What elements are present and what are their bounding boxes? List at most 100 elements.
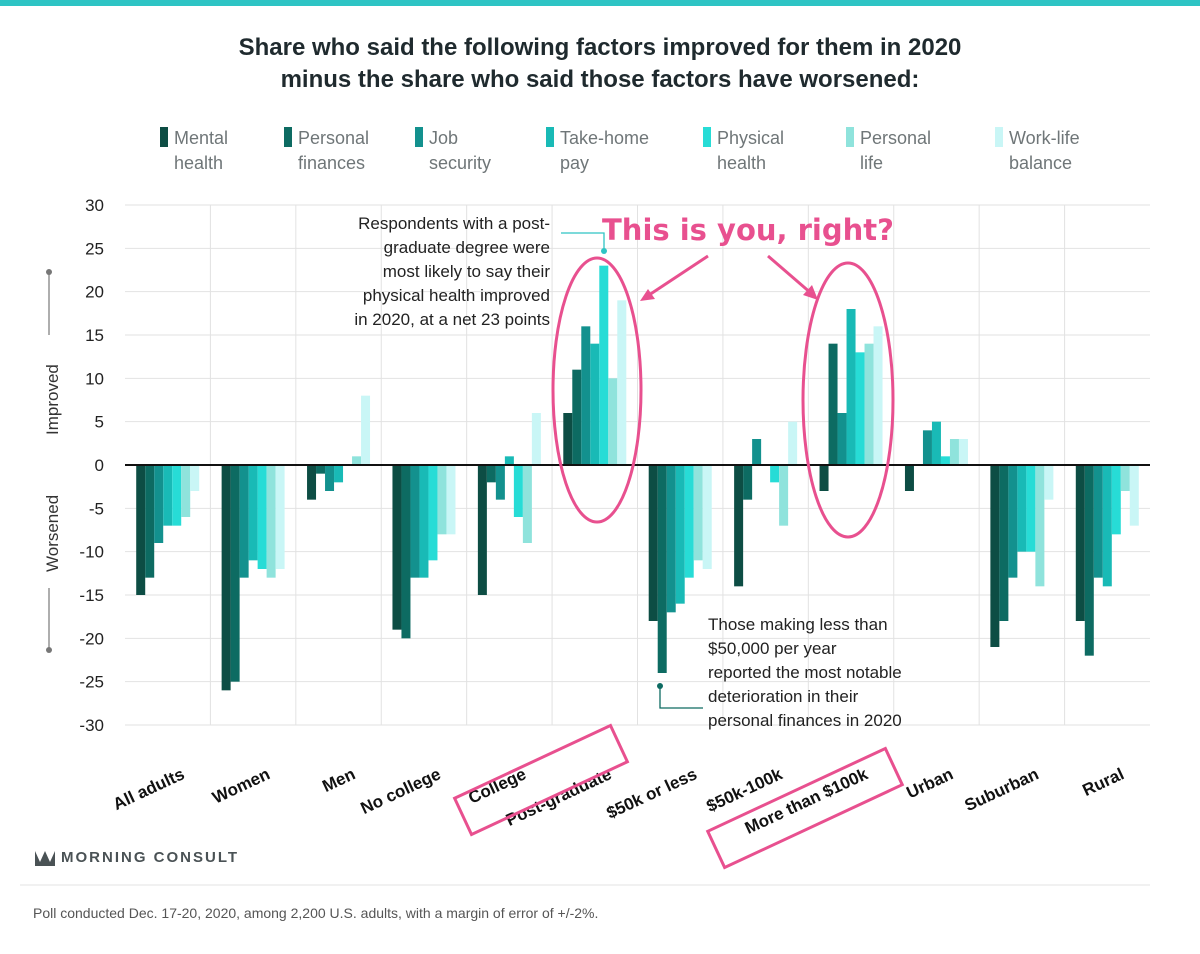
annotation-postgrad: Respondents with a post- graduate degree… [354, 214, 607, 329]
category-label: All adults [110, 764, 187, 814]
bar [1120, 465, 1130, 491]
bars [136, 265, 1139, 691]
bar [855, 352, 865, 465]
bar [693, 465, 703, 561]
bar [752, 439, 762, 465]
bar [316, 465, 326, 474]
legend-label: security [429, 153, 491, 173]
bar [940, 456, 950, 465]
bar [788, 421, 798, 465]
bar [702, 465, 712, 569]
category-label: Rural [1080, 764, 1127, 800]
bar [428, 465, 438, 561]
bar [779, 465, 789, 526]
bar [617, 300, 627, 465]
legend-label: health [174, 153, 223, 173]
bar [257, 465, 267, 569]
legend-label: Work-life [1009, 128, 1080, 148]
bar [819, 465, 829, 491]
legend: Mental health Personal finances Job security T… [160, 127, 1080, 173]
annotation-postgrad-line-2: graduate degree were [384, 238, 550, 257]
legend-label: health [717, 153, 766, 173]
postgrad-label-highlight-box [452, 723, 630, 837]
category-label: College [465, 764, 529, 807]
annotation-postgrad-leader [561, 232, 605, 251]
bar [136, 465, 146, 595]
legend-label: pay [560, 153, 589, 173]
category-labels: All adults Women Men No college CollegePost-… [110, 764, 1127, 838]
bar [531, 413, 541, 465]
category-label: Men [319, 764, 358, 796]
y-tick-label: 0 [95, 456, 104, 475]
bar [239, 465, 249, 578]
legend-swatch [415, 127, 423, 147]
bar [1129, 465, 1139, 526]
bar [190, 465, 200, 491]
y-tick-label: -30 [79, 716, 104, 735]
overlay-arrow-right-shaft [767, 254, 813, 296]
legend-label: Physical [717, 128, 784, 148]
bar [608, 378, 618, 465]
chart-title-line-1: Share who said the following factors imp… [239, 34, 962, 61]
bar [648, 465, 658, 621]
overlay-arrow-right-head [803, 285, 818, 300]
annotation-postgrad-line-5: in 2020, at a net 23 points [354, 310, 550, 329]
bar [1017, 465, 1027, 552]
annotation-low-income-line-3: reported the most notable [708, 663, 902, 682]
y-tick-label: -25 [79, 673, 104, 692]
bar [154, 465, 164, 543]
annotation-low-income-line-2: $50,000 per year [708, 639, 837, 658]
y-tick-label: -5 [89, 499, 104, 518]
legend-label: finances [298, 153, 365, 173]
bar [1035, 465, 1045, 587]
legend-swatch [284, 127, 292, 147]
bar [1111, 465, 1121, 535]
annotation-low-income-line-5: personal finances in 2020 [708, 711, 902, 730]
bar [334, 465, 344, 483]
y-tick-label: 20 [85, 283, 104, 302]
bar [352, 456, 362, 465]
bar [248, 465, 258, 561]
annotation-low-income-leader [659, 686, 703, 709]
annotation-low-income-line-4: deterioration in their [708, 687, 859, 706]
y-tick-label: -10 [79, 543, 104, 562]
bar [1102, 465, 1112, 587]
bar [230, 465, 240, 682]
bar [1093, 465, 1103, 578]
brand: MORNING CONSULT [35, 849, 237, 866]
chart-title-line-2: minus the share who said those factors h… [281, 66, 920, 93]
bar [581, 326, 591, 465]
category-label: Women [209, 764, 272, 807]
legend-swatch [160, 127, 168, 147]
bar [145, 465, 155, 578]
annotation-postgrad-line-3: most likely to say their [383, 262, 551, 281]
bar [163, 465, 173, 526]
bar [401, 465, 411, 639]
bar [522, 465, 532, 543]
bar [325, 465, 335, 491]
bar [307, 465, 317, 500]
top-accent-bar [0, 0, 1200, 6]
bar [684, 465, 694, 578]
axis-direction-indicator: Improved Worsened [43, 269, 62, 653]
overlay-annotations: This is you, right? [452, 213, 905, 870]
axis-label-improved: Improved [43, 364, 62, 435]
bar [770, 465, 780, 483]
bar [1026, 465, 1036, 552]
y-tick-label: -20 [79, 629, 104, 648]
legend-swatch [703, 127, 711, 147]
bar [734, 465, 744, 587]
bar [275, 465, 285, 569]
category-label: No college [358, 764, 444, 818]
morning-consult-logo-icon [35, 851, 55, 866]
bar [922, 430, 932, 465]
bar [666, 465, 676, 613]
y-tick-label: 15 [85, 326, 104, 345]
legend-label: Personal [298, 128, 369, 148]
bar [590, 343, 600, 465]
overlay-callout-text: This is you, right? [602, 213, 894, 247]
bar [513, 465, 523, 517]
y-tick-label: -15 [79, 586, 104, 605]
overlay-arrow-left-head [640, 289, 655, 301]
